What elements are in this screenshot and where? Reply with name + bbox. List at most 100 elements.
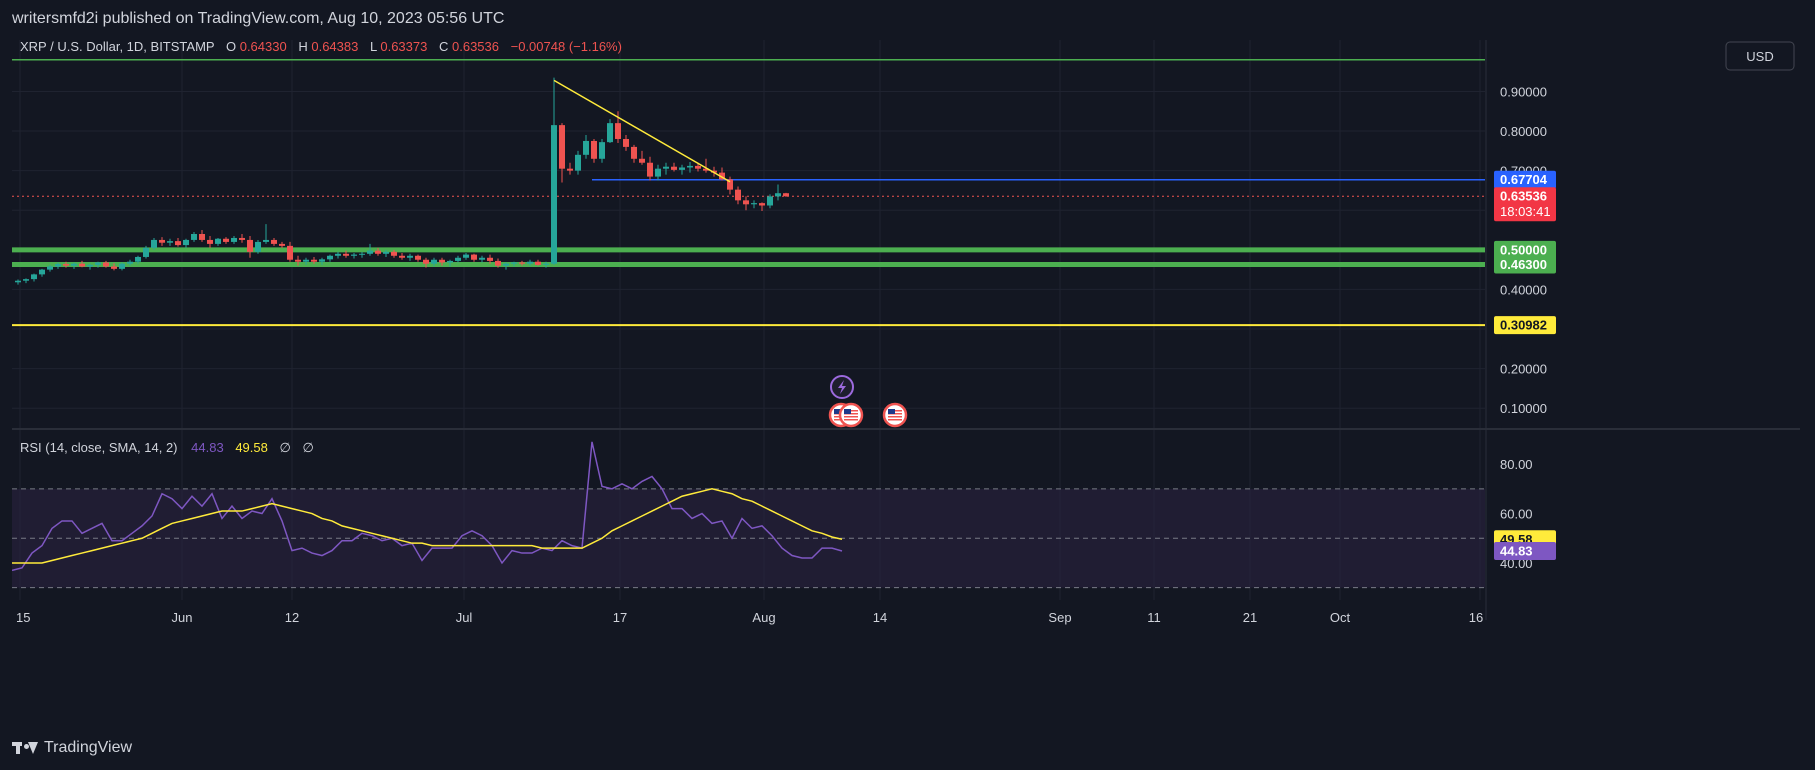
- candle-body: [767, 196, 773, 206]
- candle-body: [671, 166, 677, 170]
- candle-body: [615, 123, 621, 139]
- candles-layer: [15, 77, 789, 285]
- candle-body: [295, 259, 301, 262]
- price-badge-value: 0.67704: [1500, 172, 1548, 187]
- x-tick-label: 17: [613, 610, 627, 625]
- candle-body: [135, 256, 141, 262]
- candle-body: [119, 263, 125, 269]
- candle-body: [223, 238, 229, 242]
- candle-body: [647, 162, 653, 177]
- chart-svg[interactable]: XRP / U.S. Dollar, 1D, BITSTAMP O 0.6433…: [11, 39, 1800, 722]
- candle-body: [591, 140, 597, 159]
- candle-body: [279, 243, 285, 246]
- footer-brand: TradingView: [44, 739, 133, 756]
- price-tick-label: 0.40000: [1500, 282, 1547, 297]
- candle-body: [207, 239, 213, 244]
- price-badge-blue: [1494, 170, 1556, 189]
- candle-body: [503, 263, 509, 266]
- candle-body: [695, 165, 701, 169]
- candle-body: [439, 259, 445, 263]
- x-tick-label: 16: [1469, 610, 1483, 625]
- us-flag-icon[interactable]: [838, 402, 864, 428]
- legend-close: 0.63536: [452, 40, 499, 54]
- price-badge-countdown: 18:03:41: [1500, 204, 1551, 219]
- candle-body: [399, 255, 405, 258]
- x-tick-label: Aug: [752, 610, 775, 625]
- rsi-line: [11, 441, 843, 572]
- candle-body: [31, 274, 37, 280]
- candle-body: [663, 166, 669, 169]
- rsi-legend-na1: ∅: [279, 440, 290, 455]
- price-badge-yellow: [1494, 316, 1556, 335]
- candle-body: [735, 189, 741, 201]
- rsi-legend: RSI (14, close, SMA, 14, 2) 44.83 49.58 …: [20, 440, 314, 455]
- candle-body: [471, 254, 477, 260]
- lightning-icon-bolt: [838, 380, 846, 394]
- candle-body: [431, 259, 437, 264]
- candle-body: [335, 253, 341, 256]
- candle-body: [551, 125, 557, 264]
- candle-body: [535, 261, 541, 265]
- candle-body: [255, 241, 261, 252]
- flag-icon-ring: [838, 402, 864, 428]
- price-tick-label: 0.90000: [1500, 84, 1547, 99]
- rsi-legend-name: RSI (14, close, SMA, 14, 2): [20, 440, 178, 455]
- candle-body: [63, 264, 69, 266]
- candle-body: [407, 255, 413, 258]
- candle-body: [543, 263, 549, 265]
- candle-body: [519, 262, 525, 264]
- candle-body: [287, 245, 293, 260]
- rsi-tick-label: 60.00: [1500, 507, 1533, 522]
- price-badge-value: 0.46300: [1500, 257, 1547, 272]
- price-tick-label: 0.10000: [1500, 401, 1547, 416]
- price-tick-label: 0.80000: [1500, 124, 1547, 139]
- candle-body: [583, 140, 589, 155]
- tradingview-logo-icon: [12, 740, 38, 756]
- candle-body: [559, 125, 565, 169]
- candle-body: [247, 239, 253, 252]
- candle-body: [679, 167, 685, 170]
- rsi-legend-na2: ∅: [302, 440, 313, 455]
- legend-change: −0.00748 (−1.16%): [511, 40, 622, 54]
- flag-icon-canton: [834, 409, 841, 414]
- flag-icon-canton: [844, 409, 851, 414]
- candle-body: [175, 241, 181, 246]
- price-tick-label: 0.20000: [1500, 362, 1547, 377]
- rsi-legend-value: 44.83: [191, 440, 224, 455]
- x-tick-label: Jun: [172, 610, 193, 625]
- legend-open: 0.64330: [240, 40, 287, 54]
- candle-body: [87, 264, 93, 267]
- publisher-line: writersmfd2i published on TradingView.co…: [0, 0, 1815, 36]
- rsi-tick-label: 80.00: [1500, 457, 1533, 472]
- x-tick-label: Jul: [456, 610, 473, 625]
- candle-body: [271, 239, 277, 244]
- candle-body: [751, 203, 757, 205]
- candle-body: [327, 255, 333, 260]
- lightning-icon[interactable]: [830, 375, 854, 399]
- flag-icon-stripe: [844, 419, 858, 421]
- candle-body: [71, 263, 77, 266]
- x-tick-label: 15: [16, 610, 30, 625]
- candle-body: [479, 257, 485, 260]
- price-badge-green: [1494, 240, 1556, 259]
- candle-body: [567, 168, 573, 171]
- trend-line: [553, 79, 731, 183]
- flag-icon-stripe: [888, 419, 902, 421]
- flag-icon-ring: [882, 402, 908, 428]
- candle-body: [703, 168, 709, 171]
- chart-area[interactable]: XRP / U.S. Dollar, 1D, BITSTAMP O 0.6433…: [11, 39, 1800, 722]
- candle-body: [495, 260, 501, 266]
- legend-h-label: H: [298, 40, 307, 54]
- currency-button[interactable]: [1725, 41, 1795, 71]
- us-flag-icon[interactable]: [882, 402, 908, 428]
- candle-body: [743, 200, 749, 205]
- candle-body: [23, 279, 29, 281]
- candle-body: [343, 253, 349, 256]
- tradingview-footer[interactable]: TradingView: [12, 736, 132, 760]
- candle-body: [759, 203, 765, 206]
- legend-l-label: L: [370, 40, 377, 54]
- x-tick-label: 11: [1147, 610, 1161, 625]
- candle-body: [719, 172, 725, 180]
- candle-body: [623, 138, 629, 147]
- candle-body: [359, 253, 365, 255]
